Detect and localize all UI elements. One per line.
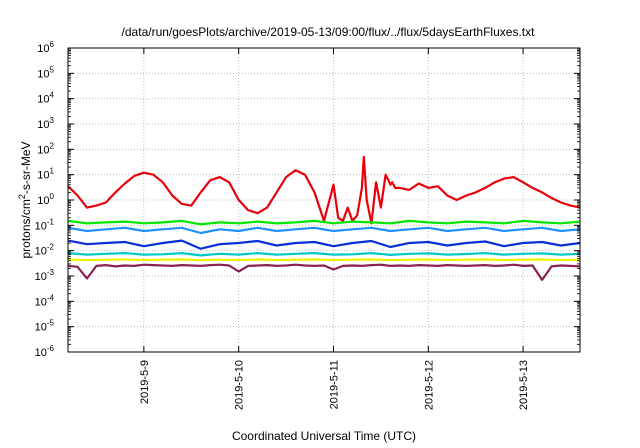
y-tick-label-base: 10 — [37, 144, 49, 156]
y-tick-label: 10-2 — [35, 243, 55, 258]
y-tick-label-sup: 0 — [50, 192, 55, 201]
y-tick-label: 10-1 — [35, 217, 55, 232]
series-line-2 — [67, 226, 581, 235]
y-tick-label-sup: 5 — [50, 65, 55, 74]
y-tick-label-sup: -4 — [47, 293, 55, 302]
y-tick-label-base: 10 — [37, 94, 49, 106]
x-tick-label: 2019-5-13 — [518, 360, 530, 410]
y-tick-label: 103 — [37, 116, 54, 131]
x-tick-label: 2019-5-9 — [139, 360, 151, 404]
y-tick-label: 106 — [37, 40, 54, 55]
y-tick-label-base: 10 — [35, 271, 47, 283]
y-tick-label: 10-5 — [35, 319, 55, 334]
y-tick-label-base: 10 — [35, 220, 47, 232]
series-line-4 — [67, 252, 581, 257]
y-tick-label-sup: -5 — [47, 319, 55, 328]
x-axis-label: Coordinated Universal Time (UTC) — [232, 429, 416, 443]
axis-ticks — [68, 47, 580, 353]
y-tick-label: 105 — [37, 65, 54, 80]
y-tick-label: 10-3 — [35, 268, 55, 283]
x-tick-label: 2019-5-11 — [328, 360, 340, 409]
y-tick-label-sup: 4 — [50, 91, 55, 100]
y-tick-labels: 10-610-510-410-310-210-11001011021031041… — [35, 40, 55, 359]
y-tick-label-base: 10 — [37, 195, 49, 207]
series-line-6 — [67, 263, 581, 281]
y-tick-label-base: 10 — [37, 170, 49, 182]
series-layer — [67, 155, 581, 281]
y-axis-label-base: protons/cm — [19, 199, 33, 258]
y-tick-label: 100 — [37, 192, 54, 207]
y-axis-label: protons/cm2-s-sr-MeV — [17, 141, 33, 258]
series-line-1 — [67, 219, 581, 226]
y-tick-label-sup: 2 — [50, 141, 55, 150]
y-tick-label-sup: 1 — [50, 167, 55, 176]
x-tick-label: 2019-5-12 — [423, 360, 435, 410]
y-tick-label: 10-4 — [35, 293, 55, 308]
series-line-3 — [67, 239, 581, 250]
y-tick-label: 102 — [37, 141, 54, 156]
y-tick-label-sup: 6 — [50, 40, 55, 49]
y-axis-label-rest: -s-sr-MeV — [19, 141, 33, 194]
chart-title: /data/run/goesPlots/archive/2019-05-13/0… — [122, 25, 536, 39]
series-line-5 — [67, 258, 581, 262]
y-tick-label: 101 — [37, 167, 54, 182]
y-axis-label-sup: 2 — [17, 194, 27, 199]
y-tick-label-sup: -3 — [47, 268, 55, 277]
y-tick-label-base: 10 — [37, 119, 49, 131]
y-tick-label-base: 10 — [37, 68, 49, 80]
y-tick-label-base: 10 — [37, 43, 49, 55]
y-tick-label-sup: 3 — [50, 116, 55, 125]
y-tick-label-sup: -2 — [47, 243, 55, 252]
grid — [68, 48, 580, 352]
x-tick-label: 2019-5-10 — [234, 360, 246, 410]
y-tick-label-sup: -1 — [47, 217, 55, 226]
y-tick-label: 104 — [37, 91, 54, 106]
x-tick-labels: 2019-5-9 2019-5-10 2019-5-11 2019-5-12 2019-… — [139, 360, 530, 410]
y-tick-label-base: 10 — [35, 296, 47, 308]
y-tick-label: 10-6 — [35, 344, 55, 359]
y-tick-label-base: 10 — [35, 322, 47, 334]
series-line-0 — [67, 155, 581, 225]
y-tick-label-base: 10 — [35, 246, 47, 258]
y-tick-label-sup: -6 — [47, 344, 55, 353]
y-tick-label-base: 10 — [35, 347, 47, 359]
